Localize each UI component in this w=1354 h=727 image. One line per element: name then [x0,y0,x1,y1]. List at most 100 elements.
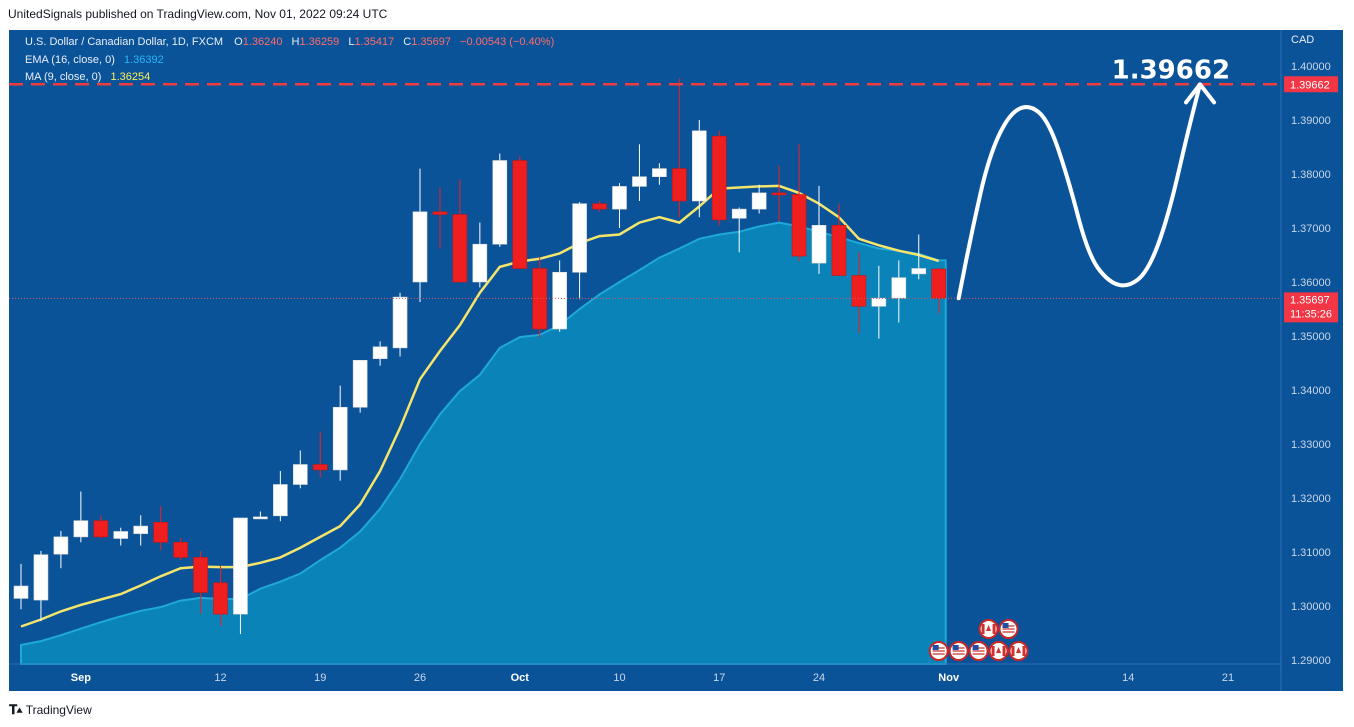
price-axis[interactable]: CAD 1.40000 1.39000 1.38000 1.37000 1.36000 1.… [1280,30,1338,691]
candle[interactable] [731,207,747,253]
candle-body[interactable] [233,517,248,615]
chart-frame[interactable]: 1.39662 CAD 1.40000 1.39000 1.38000 1.37000 1… [9,30,1343,691]
us-flag-icon[interactable] [998,619,1019,639]
candle-body[interactable] [33,554,49,601]
candle-body[interactable] [911,268,927,275]
candle[interactable] [512,156,528,269]
candle[interactable] [831,203,847,276]
candle[interactable] [93,515,109,539]
candle[interactable] [672,78,687,218]
candle[interactable] [13,563,29,610]
candle[interactable] [711,130,727,226]
candle-body[interactable] [652,168,667,178]
candle-body[interactable] [372,346,388,359]
footer[interactable]: 𝐓▴ TradingView [9,702,92,718]
candle-body[interactable] [113,531,129,539]
candle[interactable] [412,168,428,302]
price-chart[interactable]: 1.39662 CAD 1.40000 1.39000 1.38000 1.37000 1… [9,30,1343,691]
candle[interactable] [193,550,208,615]
candle-body[interactable] [432,211,448,215]
candle-body[interactable] [273,484,288,517]
candle[interactable] [612,183,627,228]
event-flags-layer[interactable] [928,619,1029,661]
candle[interactable] [332,385,348,481]
candle-body[interactable] [133,525,148,534]
candle-body[interactable] [253,516,268,520]
candle[interactable] [33,550,49,622]
candle-body[interactable] [452,214,468,283]
candle-body[interactable] [831,225,847,276]
candle[interactable] [791,144,807,262]
candle-body[interactable] [731,208,747,219]
candle-body[interactable] [791,194,807,257]
candle-body[interactable] [332,406,348,471]
ca-flag-icon[interactable] [978,619,999,639]
candle[interactable] [871,265,887,339]
price-axis-background[interactable] [1281,30,1343,691]
us-flag-icon[interactable] [968,641,989,661]
candle-body[interactable] [851,275,867,307]
candle[interactable] [592,201,607,212]
candle-body[interactable] [93,520,109,538]
candle[interactable] [233,517,248,635]
candle-body[interactable] [53,536,69,555]
ca-flag-icon[interactable] [988,641,1009,661]
candle-body[interactable] [672,168,687,202]
candle-body[interactable] [512,160,528,269]
candle-body[interactable] [492,160,508,245]
candle-body[interactable] [392,296,408,349]
candle[interactable] [73,491,89,543]
candle-body[interactable] [931,268,947,299]
candle[interactable] [273,471,288,522]
target-price-badge[interactable] [1284,76,1338,93]
candle[interactable] [532,257,548,338]
candle[interactable] [352,359,368,413]
current-price-badge[interactable] [1284,292,1338,323]
candle[interactable] [113,527,129,546]
legend-ma-row[interactable]: MA (9, close, 0) 1.36254 [25,71,150,83]
candle[interactable] [811,185,827,274]
candle-body[interactable] [891,277,907,299]
candle[interactable] [133,515,148,546]
candle[interactable] [891,260,907,323]
candle-body[interactable] [352,359,368,408]
candle-body[interactable] [13,585,29,599]
time-axis[interactable]: Sep 12 19 26 Oct 10 17 24 Nov 14 21 [9,663,1281,684]
candle[interactable] [632,144,647,201]
candle-body[interactable] [173,541,188,558]
candle[interactable] [452,179,468,283]
candle-body[interactable] [472,243,488,283]
candle[interactable] [652,163,667,185]
time-axis-background[interactable] [9,664,1281,691]
candle[interactable] [153,506,168,551]
candle[interactable] [492,153,508,247]
candle-body[interactable] [552,271,567,330]
candle[interactable] [931,267,947,314]
legend-ema-row[interactable]: EMA (16, close, 0) 1.36392 [25,54,164,66]
candle-body[interactable] [632,176,647,187]
candle-body[interactable] [213,582,228,615]
candle-body[interactable] [193,557,208,593]
candle[interactable] [372,341,388,366]
candle-body[interactable] [312,464,328,471]
candle[interactable] [173,537,188,561]
candle-body[interactable] [73,520,89,538]
candle[interactable] [312,431,328,478]
candle-body[interactable] [711,135,727,221]
candle[interactable] [253,511,268,520]
candle[interactable] [213,565,228,626]
candle[interactable] [552,260,567,332]
ca-flag-icon[interactable] [1008,641,1029,661]
candle[interactable] [53,530,69,569]
candle[interactable] [392,292,408,357]
candle[interactable] [751,184,767,214]
candle-body[interactable] [412,211,428,283]
candle-body[interactable] [871,297,887,307]
candle[interactable] [911,234,927,280]
candle-body[interactable] [153,521,168,543]
candle[interactable] [432,187,448,249]
candle[interactable] [771,165,787,222]
symbol-title[interactable]: U.S. Dollar / Canadian Dollar, 1D, FXCM [25,36,224,48]
candle[interactable] [472,222,488,288]
candle-body[interactable] [292,464,308,485]
